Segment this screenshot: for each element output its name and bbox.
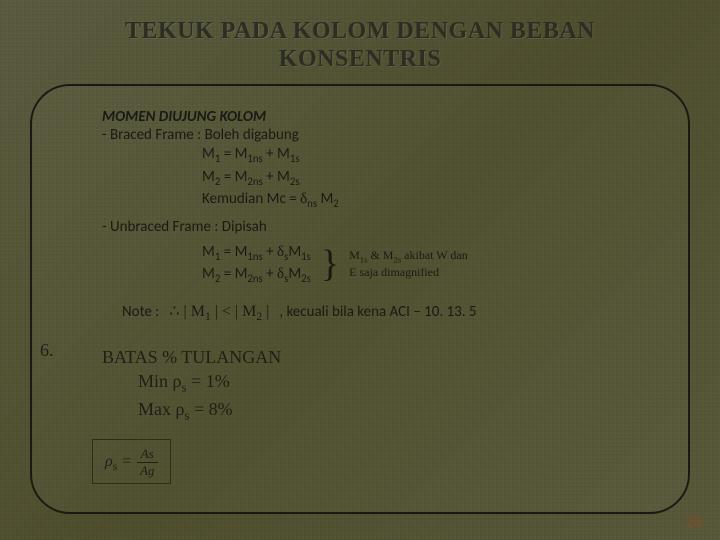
unbraced-note-line1: M1s & M2s akibat W dan [349, 248, 468, 262]
note-row: Note : ∴ | M1 | < | M2 | , kecuali bila … [122, 301, 648, 323]
batas-min: Min ρs = 1% [138, 369, 648, 396]
unbraced-eq-2: M2 = M2ns + δsM2s [202, 264, 311, 287]
unbraced-row: M1 = M1ns + δsM1s M2 = M2ns + δsM2s } M1… [202, 242, 648, 287]
batas-block: BATAS % TULANGAN Min ρs = 1% Max ρs = 8% [102, 345, 648, 423]
note-label: Note : [122, 303, 159, 321]
momen-heading: MOMEN DIUJUNG KOLOM [102, 108, 648, 126]
braced-eq-3: Kemudian Mc = δns M2 [202, 189, 648, 212]
unbraced-side-note: M1s & M2s akibat W dan E saja dimagnifie… [349, 248, 468, 280]
rho-formula-box: ρs = As Ag [92, 439, 171, 484]
rho-numerator: As [137, 446, 158, 463]
title-line-2: KONSENTRIS [279, 46, 441, 72]
braced-eq-2: M2 = M2ns + M2s [202, 167, 648, 190]
rho-lhs: ρs = [105, 453, 136, 470]
unbraced-eq-1: M1 = M1ns + δsM1s [202, 242, 311, 265]
page-number: 28 [686, 514, 702, 532]
rho-denominator: Ag [136, 463, 158, 479]
rho-fraction: As Ag [136, 446, 158, 479]
title-line-1: TEKUK PADA KOLOM DENGAN BEBAN [125, 18, 595, 44]
unbraced-eqs: M1 = M1ns + δsM1s M2 = M2ns + δsM2s [202, 242, 311, 287]
unbraced-note-line2: E saja dimagnified [349, 265, 439, 279]
unbraced-intro: - Unbraced Frame : Dipisah [102, 218, 648, 236]
batas-max: Max ρs = 8% [138, 397, 648, 424]
slide-title: TEKUK PADA KOLOM DENGAN BEBAN KONSENTRIS [20, 18, 700, 73]
batas-heading: BATAS % TULANGAN [102, 345, 648, 369]
brace-icon: } [321, 247, 339, 281]
braced-intro: - Braced Frame : Boleh digabung [102, 126, 648, 144]
slide-title-area: TEKUK PADA KOLOM DENGAN BEBAN KONSENTRIS [0, 0, 720, 79]
item-6-number: 6. [40, 340, 54, 361]
note-tail: , kecuali bila kena ACI – 10. 13. 5 [279, 303, 476, 321]
note-formula: ∴ | M1 | < | M2 | [169, 301, 269, 323]
content-frame: MOMEN DIUJUNG KOLOM - Braced Frame : Bol… [30, 84, 690, 514]
braced-eq-1: M1 = M1ns + M1s [202, 144, 648, 167]
